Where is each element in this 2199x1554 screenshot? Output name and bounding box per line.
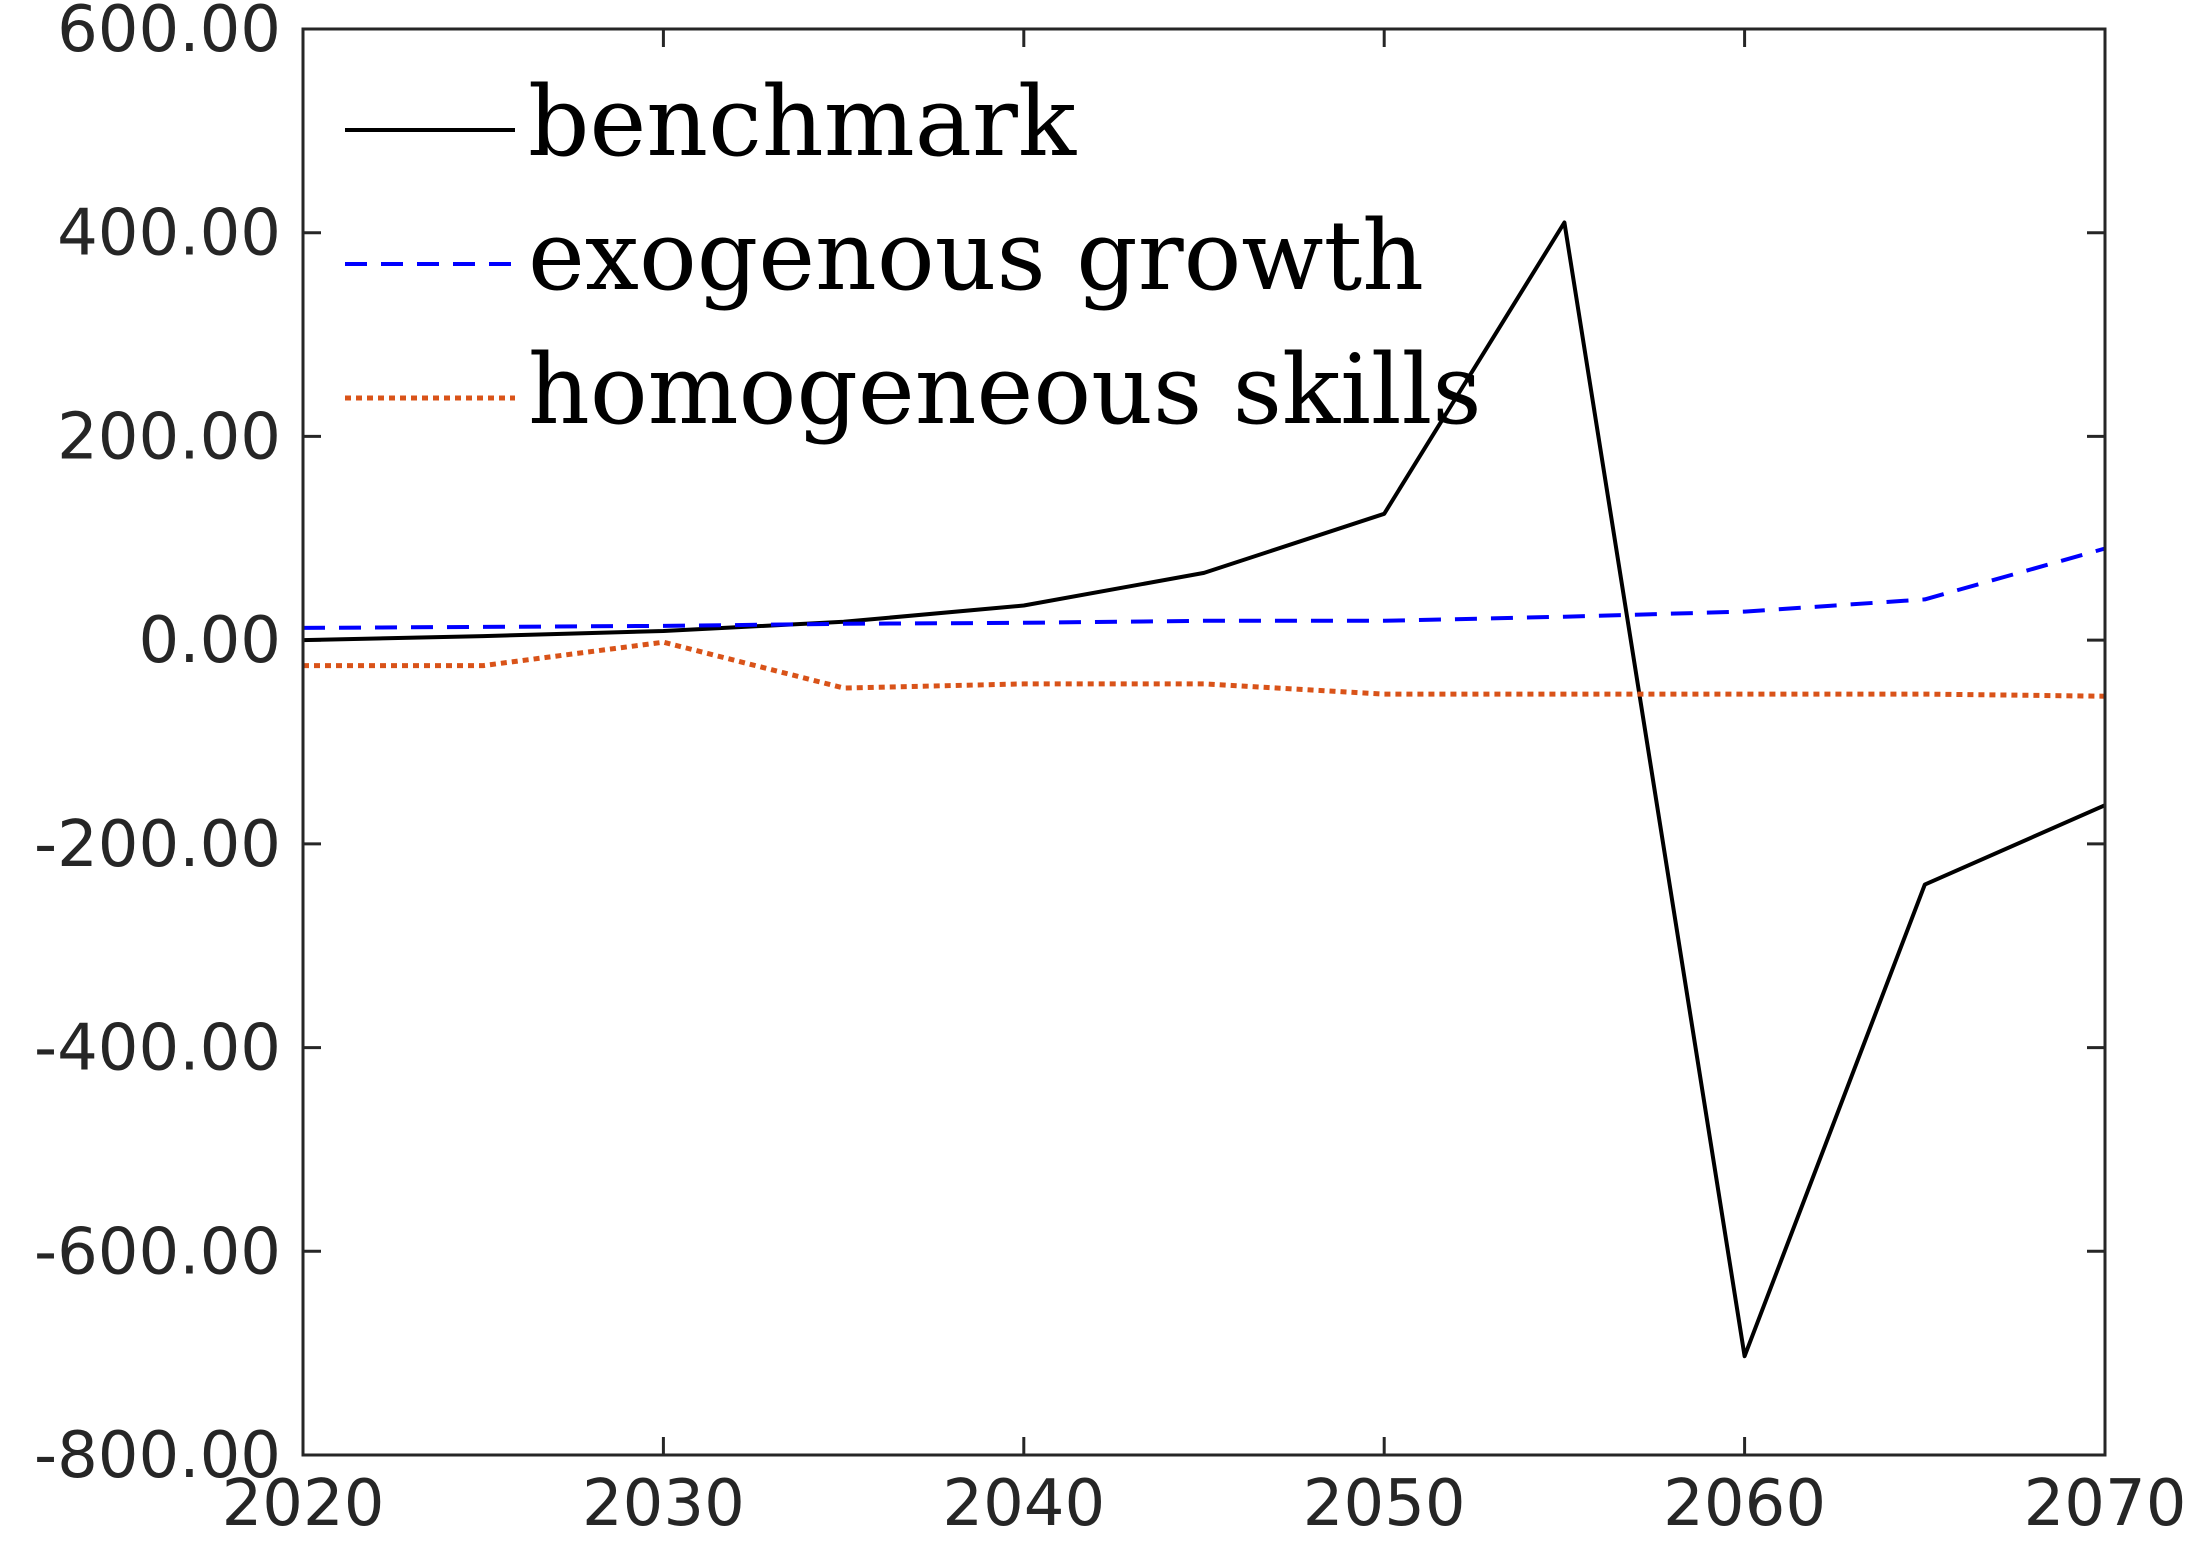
y-tick-label: -400.00 <box>34 1012 281 1086</box>
x-tick-label: 2060 <box>1663 1467 1826 1541</box>
series-line-homogeneous-skills <box>303 639 2106 699</box>
x-tick-labels: 2020 2030 2040 2050 2060 2070 <box>222 1467 2187 1541</box>
y-tick-label: 400.00 <box>57 197 281 271</box>
x-tick-label: 2020 <box>222 1467 385 1541</box>
series-lines <box>302 220 2106 1359</box>
plot-area <box>303 29 2105 1455</box>
y-tick-label: -800.00 <box>34 1419 281 1493</box>
y-tick-label: 0.00 <box>139 604 282 678</box>
plot-frame <box>301 27 2107 1457</box>
x-tick-label: 2030 <box>582 1467 745 1541</box>
series-line-exogenous-growth <box>302 546 2106 630</box>
legend-label: exogenous growth <box>528 200 1424 312</box>
x-tick-label: 2040 <box>942 1467 1105 1541</box>
x-tick-label: 2050 <box>1303 1467 1466 1541</box>
y-tick-label: -600.00 <box>34 1215 281 1289</box>
y-tick-labels: 600.00 400.00 200.00 0.00 -200.00 -400.00 -600… <box>34 0 281 1493</box>
legend: benchmark exogenous growth homogeneous ski… <box>345 66 1482 446</box>
y-tick-label: 600.00 <box>57 0 281 67</box>
y-tick-label: 200.00 <box>57 400 281 474</box>
x-tick-label: 2070 <box>2024 1467 2187 1541</box>
series-line-benchmark <box>302 220 2106 1359</box>
legend-label: benchmark <box>528 66 1077 178</box>
legend-label: homogeneous skills <box>528 334 1482 446</box>
y-tick-label: -200.00 <box>34 808 281 882</box>
